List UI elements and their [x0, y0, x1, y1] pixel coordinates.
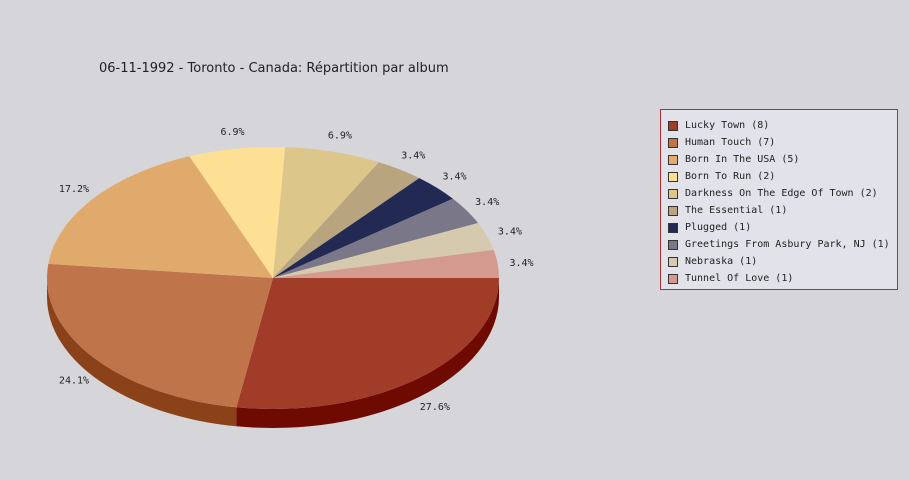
- pie-slice: [273, 222, 494, 278]
- pie-percent-label: 3.4%: [475, 197, 499, 208]
- legend-item: Born In The USA (5): [668, 151, 897, 168]
- pie-slice: [189, 146, 286, 278]
- pie-percent-label: 27.6%: [420, 402, 450, 413]
- legend-item: Born To Run (2): [668, 168, 897, 185]
- pie-percent-label: 3.4%: [498, 226, 522, 237]
- legend-item: Darkness On The Edge Of Town (2): [668, 185, 897, 202]
- pie-slice: [273, 162, 420, 278]
- pie-slice: [47, 263, 274, 408]
- legend-label: Greetings From Asbury Park, NJ (1): [685, 239, 890, 250]
- legend-swatch: [668, 120, 678, 131]
- legend-swatch: [668, 188, 678, 199]
- pie-percent-label: 3.4%: [509, 258, 533, 269]
- legend-label: Nebraska (1): [685, 256, 758, 267]
- legend-swatch: [668, 171, 678, 182]
- pie-slice-side: [47, 278, 237, 427]
- legend-item: Nebraska (1): [668, 253, 897, 270]
- legend-label: Plugged (1): [685, 222, 752, 233]
- legend-swatch: [668, 256, 678, 267]
- pie-slice-side: [236, 278, 500, 428]
- legend-item: Greetings From Asbury Park, NJ (1): [668, 236, 897, 253]
- legend-item: Human Touch (7): [668, 134, 897, 151]
- pie-percent-label: 3.4%: [442, 172, 466, 183]
- legend-label: Lucky Town (8): [685, 120, 770, 131]
- pie-slice: [273, 147, 379, 278]
- pie-chart: 27.6% 24.1% 17.2% 6.9% 6.9% 3.4% 3.4% 3.4% 3.4% 3…: [47, 127, 534, 428]
- legend-swatch: [668, 222, 678, 233]
- pie-slice: [273, 249, 499, 278]
- legend-swatch: [668, 205, 678, 216]
- legend-item: Tunnel Of Love (1): [668, 270, 897, 287]
- legend-label: The Essential (1): [685, 205, 788, 216]
- legend-item: Plugged (1): [668, 219, 897, 236]
- legend-swatch: [668, 137, 678, 148]
- legend-label: Born To Run (2): [685, 171, 776, 182]
- pie-percent-label: 17.2%: [59, 184, 89, 195]
- legend-item: Lucky Town (8): [668, 117, 897, 134]
- legend-label: Tunnel Of Love (1): [685, 273, 794, 284]
- chart-title: 06-11-1992 - Toronto - Canada: Répartiti…: [99, 61, 449, 76]
- pie-slice: [48, 156, 273, 278]
- legend-swatch: [668, 239, 678, 250]
- legend: Lucky Town (8) Human Touch (7) Born In The…: [660, 109, 898, 290]
- pie-percent-label: 6.9%: [328, 130, 352, 141]
- pie-percent-label: 3.4%: [401, 151, 425, 162]
- legend-swatch: [668, 154, 678, 165]
- pie-percent-label: 6.9%: [221, 127, 245, 138]
- legend-item: The Essential (1): [668, 202, 897, 219]
- pie-slice: [273, 198, 479, 278]
- legend-label: Darkness On The Edge Of Town (2): [685, 188, 878, 199]
- legend-label: Human Touch (7): [685, 137, 776, 148]
- pie-percent-label: 24.1%: [59, 376, 89, 387]
- legend-label: Born In The USA (5): [685, 154, 800, 165]
- pie-slice: [273, 178, 453, 278]
- legend-swatch: [668, 273, 678, 284]
- pie-slice: [236, 278, 500, 409]
